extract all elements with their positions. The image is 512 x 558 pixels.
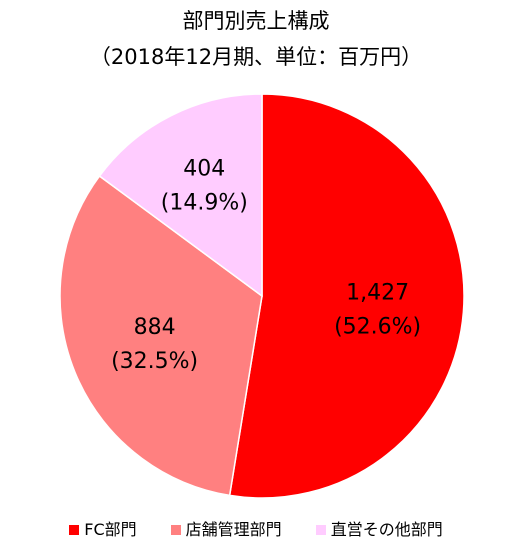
pie-labels: 1,427 (52.6%) 884 (32.5%) 404 (14.9%): [111, 157, 421, 374]
pie-slice-direct-other: [98, 93, 263, 298]
legend-item-fc: FC部門: [69, 519, 137, 541]
percent-label-store-management: (32.5%): [111, 349, 198, 374]
pie-slices: [59, 93, 465, 499]
chart-subtitle: （2018年12月期、単位：百万円）: [89, 45, 423, 69]
legend-swatch-direct-other: [315, 525, 326, 535]
percent-label-direct-other: (14.9%): [161, 191, 248, 216]
pie-slice-fc: [228, 93, 465, 499]
legend-label-store-management: 店舗管理部門: [185, 520, 282, 539]
legend-label-fc: FC部門: [84, 520, 137, 539]
legend-label-direct-other: 直営その他部門: [330, 520, 443, 539]
legend-item-store-management: 店舗管理部門: [170, 519, 282, 541]
legend-swatch-store-management: [170, 525, 181, 535]
chart-title: 部門別売上構成: [182, 9, 330, 33]
chart-legend: FC部門 店舗管理部門 直営その他部門: [0, 519, 512, 541]
legend-swatch-fc: [69, 525, 80, 535]
value-label-direct-other: 404: [183, 157, 225, 182]
legend-item-direct-other: 直営その他部門: [315, 519, 443, 541]
value-label-store-management: 884: [134, 315, 176, 340]
percent-label-fc: (52.6%): [334, 314, 421, 339]
pie-slice-store-management: [59, 174, 263, 497]
value-label-fc: 1,427: [346, 280, 409, 305]
